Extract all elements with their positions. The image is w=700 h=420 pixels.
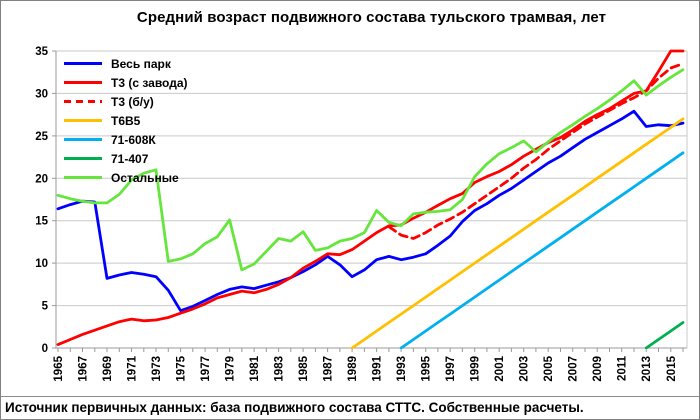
legend-label: 71-608К (111, 132, 156, 147)
svg-text:2001: 2001 (494, 355, 506, 381)
svg-text:30: 30 (35, 88, 48, 100)
svg-text:1971: 1971 (127, 355, 139, 381)
svg-text:1989: 1989 (347, 356, 359, 382)
svg-text:2015: 2015 (666, 355, 678, 381)
svg-text:10: 10 (35, 258, 48, 270)
chart-title: Средний возраст подвижного состава тульс… (136, 9, 607, 26)
svg-text:1993: 1993 (396, 356, 408, 382)
svg-text:1975: 1975 (176, 355, 188, 381)
legend-line-swatch (64, 119, 102, 122)
svg-text:1981: 1981 (249, 355, 261, 381)
legend-line-swatch (64, 157, 102, 160)
legend-line-swatch (64, 62, 102, 65)
svg-text:15: 15 (35, 216, 48, 228)
svg-text:1965: 1965 (53, 355, 65, 381)
svg-text:1973: 1973 (151, 356, 163, 382)
svg-text:20: 20 (35, 173, 48, 185)
svg-text:5: 5 (42, 301, 49, 313)
legend-item-6: 71-407 (64, 149, 188, 168)
svg-text:0: 0 (42, 343, 48, 355)
legend-line-swatch (64, 138, 102, 141)
svg-text:1997: 1997 (445, 356, 457, 382)
legend-label: Т3 (с завода) (111, 75, 188, 90)
svg-text:25: 25 (35, 131, 48, 143)
plot-area: 0 5 10 15 20 25 30 35 1965 1967 1969 1971 1973 1975 19… (35, 46, 688, 382)
legend-line-swatch (64, 100, 102, 103)
svg-text:1967: 1967 (78, 356, 90, 382)
svg-text:1983: 1983 (274, 356, 286, 382)
source-caption: Источник первичных данных: база подвижно… (5, 400, 584, 415)
svg-text:35: 35 (35, 46, 48, 58)
svg-text:1999: 1999 (470, 356, 482, 382)
svg-text:1977: 1977 (200, 356, 212, 382)
legend-label: Остальные (111, 170, 179, 185)
svg-text:1987: 1987 (323, 356, 335, 382)
legend-label: Весь парк (111, 56, 171, 71)
legend-item-2: Т3 (с завода) (64, 73, 188, 92)
legend-line-swatch (64, 81, 102, 84)
legend-item-3: Т3 (б/у) (64, 92, 188, 111)
svg-text:1969: 1969 (102, 356, 114, 382)
svg-text:2007: 2007 (568, 356, 580, 382)
legend-item-5: 71-608К (64, 130, 188, 149)
svg-text:2013: 2013 (641, 356, 653, 382)
legend-label: Т3 (б/у) (111, 94, 154, 109)
svg-text:2003: 2003 (519, 356, 531, 382)
svg-text:1985: 1985 (298, 355, 310, 381)
legend-line-swatch (64, 176, 102, 179)
legend-label: 71-407 (111, 151, 149, 166)
svg-text:2009: 2009 (592, 356, 604, 382)
svg-text:2011: 2011 (617, 355, 629, 381)
legend-item-4: Т6В5 (64, 111, 188, 130)
legend-item-1: Весь парк (64, 54, 188, 73)
svg-text:1991: 1991 (372, 355, 384, 381)
legend-item-7: Остальные (64, 168, 188, 187)
svg-text:1995: 1995 (421, 355, 433, 381)
svg-text:1979: 1979 (225, 356, 237, 382)
chart-legend: Весь парк Т3 (с завода) Т3 (б/у) Т6В5 71-608… (64, 54, 188, 187)
svg-text:2005: 2005 (543, 355, 555, 381)
legend-label: Т6В5 (111, 113, 141, 128)
chart-region: Средний возраст подвижного состава тульс… (1, 1, 699, 397)
